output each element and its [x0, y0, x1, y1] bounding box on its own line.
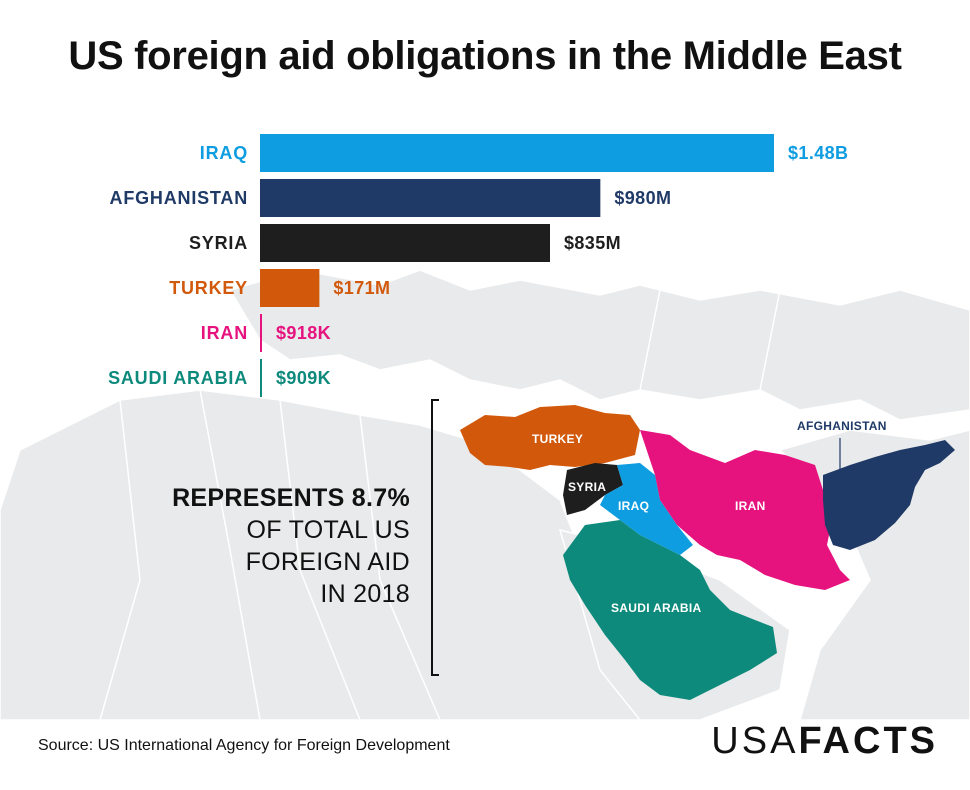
map-label-iraq: IRAQ: [618, 499, 649, 513]
map-iraq: [600, 463, 693, 555]
callout-strong: REPRESENTS 8.7%: [172, 484, 410, 512]
category-label: SAUDI ARABIA: [108, 368, 248, 388]
bar: [260, 134, 774, 172]
bar: [260, 314, 262, 352]
europe-landmass: [228, 269, 970, 421]
bar: [260, 269, 320, 307]
category-label: SYRIA: [189, 233, 248, 253]
map-afghanistan: [823, 440, 955, 550]
category-label: IRAQ: [200, 143, 248, 163]
map-syria: [563, 463, 623, 515]
value-label: $171M: [333, 278, 390, 298]
map-iran: [640, 430, 850, 590]
north-africa-landmass: [0, 389, 651, 720]
value-label: $909K: [276, 368, 331, 388]
map-saudi-arabia: [563, 520, 777, 700]
bar: [260, 359, 262, 397]
logo-facts: FACTS: [798, 720, 938, 762]
map-label-iran: IRAN: [735, 499, 766, 513]
value-label: $980M: [614, 188, 671, 208]
value-label: $918K: [276, 323, 331, 343]
callout-line-3: IN 2018: [320, 580, 410, 608]
category-label: AFGHANISTAN: [110, 188, 248, 208]
callout-line-2: FOREIGN AID: [245, 548, 410, 576]
logo-usa: USA: [711, 720, 799, 762]
category-label: TURKEY: [169, 278, 248, 298]
background-map: [0, 269, 970, 720]
map-label-turkey: TURKEY: [532, 432, 583, 446]
value-label: $1.48B: [788, 143, 848, 163]
bar: [260, 224, 550, 262]
callout: REPRESENTS 8.7% OF TOTAL US FOREIGN AID …: [150, 482, 410, 610]
map-turkey: [460, 405, 640, 470]
callout-bracket: [431, 399, 439, 676]
chart-title: US foreign aid obligations in the Middle…: [68, 34, 902, 78]
category-label: IRAN: [201, 323, 248, 343]
callout-line-1: OF TOTAL US: [246, 516, 410, 544]
source-note: Source: US International Agency for Fore…: [38, 737, 450, 754]
bar: [260, 179, 601, 217]
map-label-afghanistan: AFGHANISTAN: [797, 419, 887, 433]
map-label-saudi-arabia: SAUDI ARABIA: [611, 601, 702, 615]
value-label: $835M: [564, 233, 621, 253]
map-label-syria: SYRIA: [568, 480, 606, 494]
region-map: TURKEY SYRIA IRAQ IRAN SAUDI ARABIA AFGH…: [460, 405, 955, 700]
bar-chart: IRAQ $1.48B AFGHANISTAN $980M SYRIA $835M TURK…: [108, 134, 848, 397]
usafacts-logo: USAFACTS: [711, 720, 938, 763]
